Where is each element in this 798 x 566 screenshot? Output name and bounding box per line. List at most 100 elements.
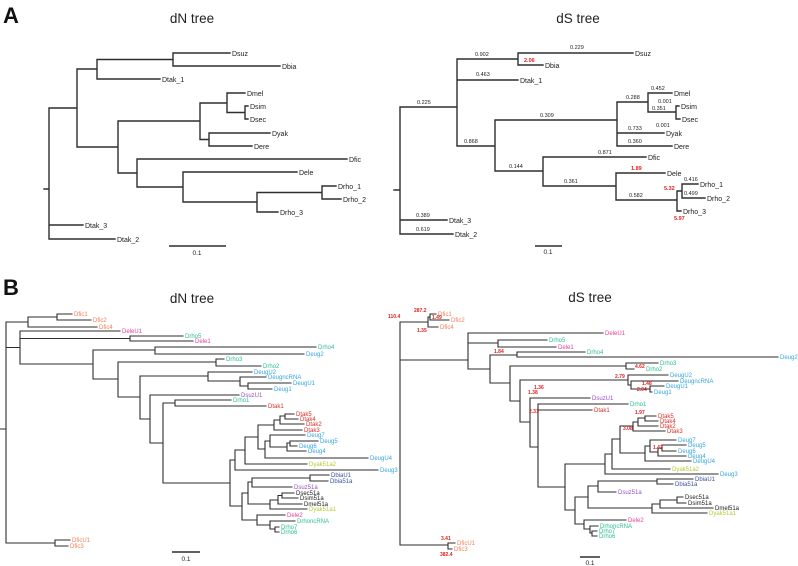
leaf-label: Dtak_3: [449, 218, 471, 225]
leaf-label: Dtak2: [660, 424, 676, 430]
leaf-label: Dele: [667, 171, 682, 178]
leaf-label: Dtak4: [660, 419, 676, 425]
leaf-label: Dfic2: [93, 318, 107, 324]
leaf-label: Dtak3: [304, 428, 320, 434]
branch-value: 0.452: [651, 86, 665, 92]
branch-value: 0.871: [598, 150, 612, 156]
branch-value: 110.4: [388, 314, 400, 320]
leaf-label: Dfic: [648, 155, 661, 162]
leaf-label: Dfic4: [99, 325, 113, 331]
leaf-label: Dyak: [666, 131, 682, 138]
panel-b-label: B: [3, 275, 19, 300]
leaf-label: DeugU4: [693, 459, 716, 465]
branch-value: 2.06: [524, 58, 535, 64]
branch-value: 0.361: [564, 179, 578, 185]
tree-a-dn: dN tree Dsuz Dbia Dtak_1 Dmel Dsim Dsec DyakDer…: [43, 11, 366, 257]
branch-value: 0.351: [652, 106, 666, 112]
branch-value: 0.389: [416, 213, 430, 219]
leaf-label: DeugU4: [370, 456, 393, 462]
branch-value: 382.4: [440, 552, 453, 558]
leaf-label: Drho6: [281, 530, 298, 536]
leaf-label: Dfic4: [440, 325, 454, 331]
branch-value: 1.38: [528, 390, 538, 396]
leaf-label: Drho_2: [343, 197, 366, 204]
leaf-label: Dmel51a: [715, 506, 740, 512]
branch-value: 0.868: [464, 139, 478, 145]
branch-value: 0.001: [656, 123, 670, 129]
leaf-label: Dbia: [545, 63, 560, 70]
branch-value: 0.902: [475, 52, 489, 58]
leaf-label: Deug2: [780, 355, 798, 361]
leaf-label: Dsuz: [232, 51, 248, 58]
branch-value: 1.48: [642, 381, 652, 387]
leaf-label: Dyak: [272, 131, 288, 138]
leaf-label: Dere: [674, 144, 689, 151]
branch-value: 0.463: [476, 72, 490, 78]
leaf-label: Deug5: [688, 443, 706, 449]
leaf-label: DeugncRNA: [268, 375, 301, 381]
leaf-label: Dyak51a2: [309, 462, 337, 468]
leaf-label: Dele: [299, 170, 314, 177]
leaf-label: Dfic2: [451, 318, 465, 324]
leaf-label: DbiaU1: [695, 477, 716, 483]
branch-value: 0.309: [540, 113, 554, 119]
leaf-label: Deug6: [299, 444, 317, 450]
panel-a-label: A: [3, 3, 19, 28]
leaf-label: Drho4: [318, 345, 335, 351]
leaf-label: Dbia51a: [330, 479, 353, 485]
leaf-label: Dsec: [250, 117, 266, 124]
leaf-label: Deug3: [720, 472, 738, 478]
branch-value: 5.97: [674, 216, 685, 222]
branch-value: 3.08: [623, 426, 633, 432]
leaf-label: Dyak51a1: [309, 507, 337, 513]
leaf-label: Drho5: [185, 334, 202, 340]
leaf-label: Deug1: [654, 390, 672, 396]
leaf-label: Dmel51a: [304, 502, 329, 508]
branch-value: 1.49: [432, 315, 442, 321]
leaf-label: Dtak3: [667, 429, 683, 435]
leaf-label: Dtak_3: [85, 223, 107, 230]
leaf-label: Deug7: [307, 433, 325, 439]
leaf-label: Dtak1: [594, 408, 610, 414]
branch-value: 2.04: [637, 387, 647, 393]
leaf-label: Deug4: [308, 449, 326, 455]
leaf-label: Dfic3: [70, 544, 84, 550]
branch-value: 1.42: [653, 445, 663, 451]
leaf-label: Drho7: [599, 529, 616, 535]
branch-value: 2.79: [615, 374, 625, 380]
leaf-label: Dbia: [282, 64, 297, 71]
leaf-label: Drho_3: [280, 210, 303, 217]
leaf-label: DrhoncRNA: [297, 519, 329, 525]
leaf-label: Dele1: [195, 339, 211, 345]
leaf-label: Dbia51a: [675, 482, 698, 488]
leaf-label: Dsuz51a: [618, 490, 642, 496]
tree-skeleton: [0, 313, 379, 547]
leaf-label: Dmel: [674, 91, 691, 98]
leaf-label: Dyak51a1: [709, 511, 737, 517]
leaf-label: Dtak_2: [117, 237, 139, 244]
scale-bar-label: 0.1: [585, 560, 594, 566]
tree-skeleton: [393, 52, 706, 235]
branch-value: 0.001: [658, 99, 672, 105]
tree-skeleton: [43, 52, 348, 240]
branch-value: 1.36: [534, 385, 544, 391]
leaf-label: DeugU1: [666, 384, 689, 390]
leaf-label: Deug3: [380, 468, 398, 474]
leaf-label: Drho2: [646, 367, 663, 373]
leaf-label: Drho_3: [683, 209, 706, 216]
tree-title: dN tree: [170, 11, 214, 26]
leaf-label: Drho1: [233, 398, 250, 404]
branch-value: 2.31: [529, 409, 539, 415]
leaf-label: DeugncRNA: [680, 379, 713, 385]
leaf-label: Dfic: [349, 157, 362, 164]
branch-value: 5.32: [664, 186, 675, 192]
branch-value: 0.225: [417, 100, 431, 106]
leaf-label: DficU1: [457, 541, 476, 547]
leaf-label: Dfic1: [74, 312, 88, 318]
leaf-label: DeleU1: [605, 331, 626, 337]
leaf-label: Drho5: [549, 338, 566, 344]
leaf-label: Drho_1: [338, 184, 361, 191]
leaf-label: Deug4: [688, 454, 706, 460]
